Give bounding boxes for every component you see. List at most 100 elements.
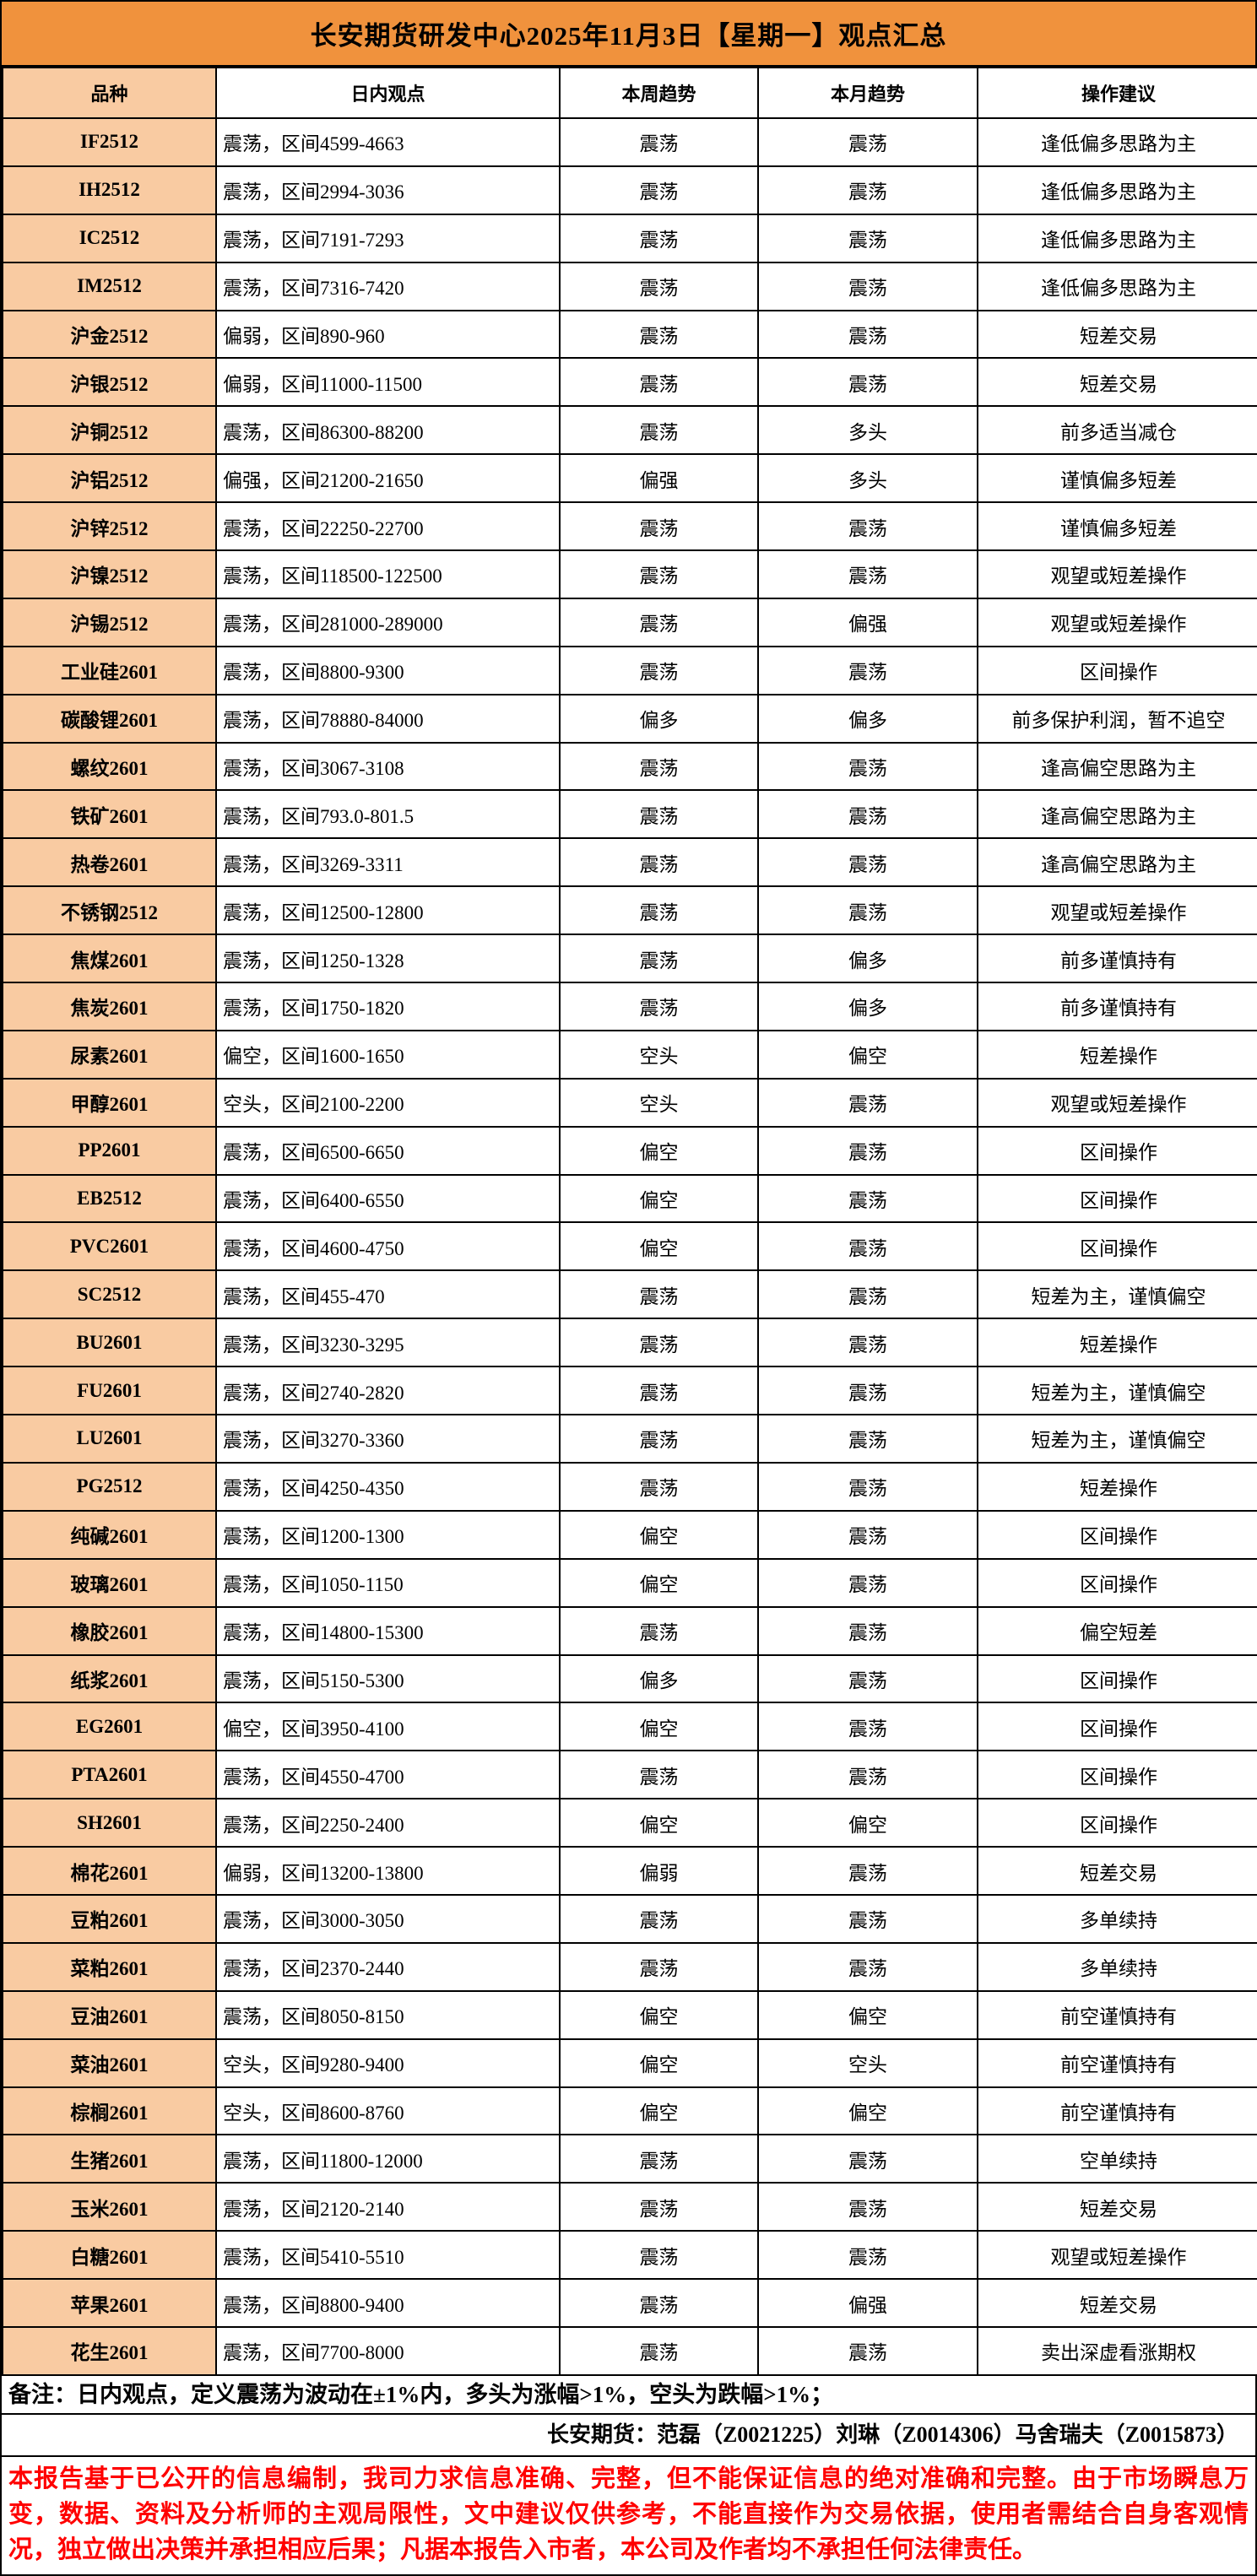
- month-trend-cell: 偏空: [757, 1029, 978, 1080]
- table-row: 热卷2601 震荡，区间3269-3311 震荡 震荡 逢高偏空思路为主: [2, 837, 1257, 888]
- week-trend-cell: 偏空: [559, 1989, 759, 2040]
- week-trend-cell: 震荡: [559, 1941, 759, 1992]
- advice-cell: 区间操作: [977, 645, 1257, 695]
- week-trend-cell: 震荡: [559, 261, 759, 311]
- month-trend-cell: 震荡: [757, 1269, 978, 1320]
- month-trend-cell: 震荡: [757, 117, 978, 167]
- advice-cell: 短差交易: [977, 2278, 1257, 2328]
- month-trend-cell: 震荡: [757, 1941, 978, 1992]
- variety-cell: 玻璃2601: [2, 1557, 217, 1608]
- table-row: IH2512 震荡，区间2994-3036 震荡 震荡 逢低偏多思路为主: [2, 165, 1257, 215]
- advice-cell: 短差操作: [977, 1029, 1257, 1080]
- week-trend-cell: 震荡: [559, 213, 759, 263]
- advice-cell: 观望或短差操作: [977, 2230, 1257, 2281]
- variety-cell: 生猪2601: [2, 2134, 217, 2184]
- advice-cell: 逢低偏多思路为主: [977, 117, 1257, 167]
- intraday-view-cell: 震荡，区间2370-2440: [215, 1941, 561, 1992]
- week-trend-cell: 震荡: [559, 1605, 759, 1656]
- month-trend-cell: 震荡: [757, 1893, 978, 1944]
- month-trend-cell: 偏空: [757, 1798, 978, 1848]
- table-row: SC2512 震荡，区间455-470 震荡 震荡 短差为主，谨慎偏空: [2, 1269, 1257, 1320]
- intraday-view-cell: 偏弱，区间11000-11500: [215, 357, 561, 408]
- week-trend-cell: 偏空: [559, 1173, 759, 1224]
- advice-cell: 逢低偏多思路为主: [977, 213, 1257, 263]
- advice-cell: 观望或短差操作: [977, 597, 1257, 647]
- table-row: 玻璃2601 震荡，区间1050-1150 偏空 震荡 区间操作: [2, 1557, 1257, 1608]
- month-trend-cell: 震荡: [757, 2325, 978, 2376]
- variety-cell: 焦煤2601: [2, 934, 217, 984]
- week-trend-cell: 震荡: [559, 982, 759, 1031]
- report-title: 长安期货研发中心2025年11月3日【星期一】观点汇总: [2, 2, 1255, 67]
- table-row: 工业硅2601 震荡，区间8800-9300 震荡 震荡 区间操作: [2, 645, 1257, 695]
- month-trend-cell: 震荡: [757, 213, 978, 263]
- variety-cell: 沪铜2512: [2, 405, 217, 456]
- week-trend-cell: 震荡: [559, 1893, 759, 1944]
- advice-cell: 短差为主，谨慎偏空: [977, 1269, 1257, 1320]
- week-trend-cell: 震荡: [559, 309, 759, 360]
- week-trend-cell: 震荡: [559, 501, 759, 552]
- table-row: 棉花2601 偏弱，区间13200-13800 偏弱 震荡 短差交易: [2, 1846, 1257, 1896]
- month-trend-cell: 震荡: [757, 1509, 978, 1560]
- intraday-view-cell: 震荡，区间455-470: [215, 1269, 561, 1320]
- week-trend-cell: 偏强: [559, 453, 759, 504]
- intraday-view-cell: 震荡，区间3067-3108: [215, 741, 561, 792]
- week-trend-cell: 震荡: [559, 165, 759, 215]
- variety-cell: LU2601: [2, 1414, 217, 1464]
- week-trend-cell: 偏空: [559, 1125, 759, 1176]
- month-trend-cell: 偏空: [757, 1989, 978, 2040]
- table-row: LU2601 震荡，区间3270-3360 震荡 震荡 短差为主，谨慎偏空: [2, 1414, 1257, 1464]
- week-trend-cell: 偏多: [559, 1653, 759, 1704]
- week-trend-cell: 震荡: [559, 645, 759, 695]
- advice-cell: 区间操作: [977, 1702, 1257, 1752]
- variety-cell: 沪铝2512: [2, 453, 217, 504]
- week-trend-cell: 偏空: [559, 1509, 759, 1560]
- intraday-view-cell: 震荡，区间2250-2400: [215, 1798, 561, 1848]
- advice-cell: 区间操作: [977, 1221, 1257, 1272]
- variety-cell: 热卷2601: [2, 837, 217, 888]
- variety-cell: 沪金2512: [2, 309, 217, 360]
- week-trend-cell: 震荡: [559, 1269, 759, 1320]
- week-trend-cell: 偏多: [559, 693, 759, 744]
- table-row: PTA2601 震荡，区间4550-4700 震荡 震荡 区间操作: [2, 1750, 1257, 1800]
- month-trend-cell: 震荡: [757, 2134, 978, 2184]
- table-row: 纸浆2601 震荡，区间5150-5300 偏多 震荡 区间操作: [2, 1653, 1257, 1704]
- week-trend-cell: 震荡: [559, 1750, 759, 1800]
- advice-cell: 逢高偏空思路为主: [977, 837, 1257, 888]
- table-row: 焦煤2601 震荡，区间1250-1328 震荡 偏多 前多谨慎持有: [2, 934, 1257, 984]
- month-trend-cell: 震荡: [757, 357, 978, 408]
- intraday-view-cell: 震荡，区间7700-8000: [215, 2325, 561, 2376]
- variety-cell: PG2512: [2, 1461, 217, 1512]
- intraday-view-cell: 震荡，区间86300-88200: [215, 405, 561, 456]
- week-trend-cell: 偏空: [559, 1798, 759, 1848]
- intraday-view-cell: 震荡，区间2120-2140: [215, 2182, 561, 2232]
- variety-cell: EB2512: [2, 1173, 217, 1224]
- table-row: FU2601 震荡，区间2740-2820 震荡 震荡 短差为主，谨慎偏空: [2, 1366, 1257, 1416]
- week-trend-cell: 震荡: [559, 549, 759, 599]
- column-header-week-trend: 本周趋势: [559, 67, 759, 119]
- variety-cell: 棕榈2601: [2, 2086, 217, 2136]
- advice-cell: 逢低偏多思路为主: [977, 165, 1257, 215]
- column-header-month-trend: 本月趋势: [757, 67, 978, 119]
- week-trend-cell: 震荡: [559, 2182, 759, 2232]
- variety-cell: SC2512: [2, 1269, 217, 1320]
- table-row: 玉米2601 震荡，区间2120-2140 震荡 震荡 短差交易: [2, 2182, 1257, 2232]
- variety-cell: 菜粕2601: [2, 1941, 217, 1992]
- intraday-view-cell: 空头，区间9280-9400: [215, 2038, 561, 2088]
- viewpoint-table: 品种 日内观点 本周趋势 本月趋势 操作建议 IF2512 震荡，区间4599-…: [2, 67, 1257, 2376]
- intraday-view-cell: 震荡，区间3269-3311: [215, 837, 561, 888]
- week-trend-cell: 震荡: [559, 2325, 759, 2376]
- month-trend-cell: 震荡: [757, 885, 978, 936]
- month-trend-cell: 偏强: [757, 597, 978, 647]
- intraday-view-cell: 震荡，区间281000-289000: [215, 597, 561, 647]
- advice-cell: 前空谨慎持有: [977, 1989, 1257, 2040]
- intraday-view-cell: 震荡，区间12500-12800: [215, 885, 561, 936]
- month-trend-cell: 震荡: [757, 261, 978, 311]
- table-row: 豆油2601 震荡，区间8050-8150 偏空 偏空 前空谨慎持有: [2, 1989, 1257, 2040]
- variety-cell: IF2512: [2, 117, 217, 167]
- table-row: 焦炭2601 震荡，区间1750-1820 震荡 偏多 前多谨慎持有: [2, 982, 1257, 1031]
- month-trend-cell: 震荡: [757, 1557, 978, 1608]
- table-row: 白糖2601 震荡，区间5410-5510 震荡 震荡 观望或短差操作: [2, 2230, 1257, 2281]
- table-row: 纯碱2601 震荡，区间1200-1300 偏空 震荡 区间操作: [2, 1509, 1257, 1560]
- week-trend-cell: 震荡: [559, 2134, 759, 2184]
- week-trend-cell: 震荡: [559, 597, 759, 647]
